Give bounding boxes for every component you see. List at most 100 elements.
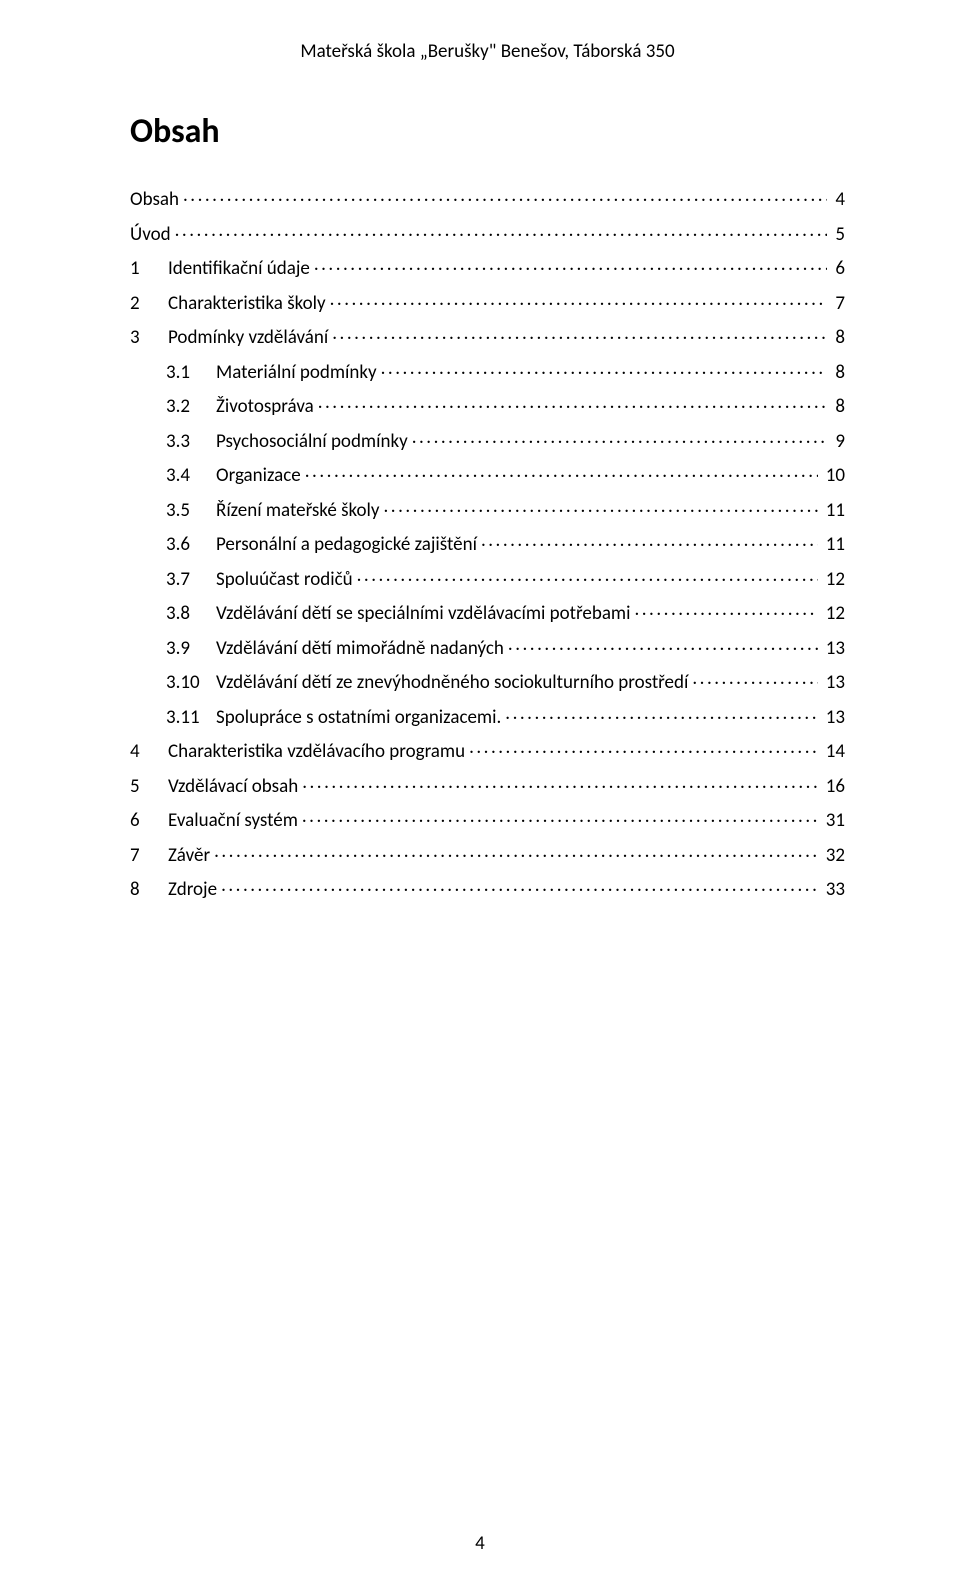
toc-entry-page: 11 xyxy=(822,501,845,520)
toc-entry: 3.5Řízení mateřské školy 11 xyxy=(130,497,845,520)
toc-entry-number: 8 xyxy=(130,880,168,899)
toc-entry-label: Psychosociální podmínky xyxy=(216,432,408,451)
toc-entry-page: 7 xyxy=(831,294,845,313)
toc-leader-dots xyxy=(469,738,818,757)
toc-entry-number: 3 xyxy=(130,328,168,347)
toc-entry: 5Vzdělávací obsah 16 xyxy=(130,773,845,796)
toc-entry-label: Životospráva xyxy=(216,397,314,416)
toc-entry-label: Charakteristika vzdělávacího programu xyxy=(168,742,465,761)
toc-entry-number: 6 xyxy=(130,811,168,830)
toc-entry-number: 3.4 xyxy=(166,466,216,485)
toc-entry-label: Personální a pedagogické zajištění xyxy=(216,535,477,554)
toc-leader-dots xyxy=(318,393,828,412)
toc-entry-label: Řízení mateřské školy xyxy=(216,501,379,520)
toc-entry-number: 3.7 xyxy=(166,570,216,589)
toc-entry: 3.8Vzdělávání dětí se speciálními vzdělá… xyxy=(130,600,845,623)
toc-entry-number: 1 xyxy=(130,259,168,278)
toc-entry-label: Vzdělávání dětí se speciálními vzdělávac… xyxy=(216,604,630,623)
toc-entry: 4Charakteristika vzdělávacího programu14 xyxy=(130,738,845,761)
toc-leader-dots xyxy=(481,531,818,550)
toc-entry-number: 3.11 xyxy=(166,708,216,727)
toc-entry-page: 6 xyxy=(831,259,845,278)
toc-entry-number: 3.5 xyxy=(166,501,216,520)
document-page: Mateřská škola „Berušky" Benešov, Tábors… xyxy=(0,0,960,1595)
toc-entry-page: 12 xyxy=(822,604,845,623)
toc-entry-label: Spolupráce s ostatními organizacemi. xyxy=(216,708,501,727)
toc-entry: 7Závěr32 xyxy=(130,842,845,865)
toc-leader-dots xyxy=(314,255,828,274)
toc-entry-number: 5 xyxy=(130,777,168,796)
toc-entry-page: 13 xyxy=(822,673,845,692)
toc-entry-page: 9 xyxy=(831,432,845,451)
toc-entry-label: Vzdělávací obsah xyxy=(168,777,298,796)
toc-entry-number: 3.2 xyxy=(166,397,216,416)
toc-entry-page: 33 xyxy=(822,880,845,899)
page-title: Obsah xyxy=(130,111,845,152)
toc-entry: Úvod 5 xyxy=(130,221,845,244)
toc-entry: 3.3Psychosociální podmínky 9 xyxy=(130,428,845,451)
toc-leader-dots xyxy=(508,635,818,654)
toc-entry: 3.4Organizace10 xyxy=(130,462,845,485)
toc-entry-page: 4 xyxy=(831,190,845,209)
toc-entry-page: 13 xyxy=(822,708,845,727)
toc-leader-dots xyxy=(381,359,828,378)
toc-entry-page: 13 xyxy=(822,639,845,658)
toc-entry: 8Zdroje 33 xyxy=(130,876,845,899)
toc-entry-page: 10 xyxy=(822,466,845,485)
toc-entry-number: 4 xyxy=(130,742,168,761)
toc-entry-number: 3.10 xyxy=(166,673,216,692)
toc-entry-number: 3.9 xyxy=(166,639,216,658)
toc-leader-dots xyxy=(305,462,818,481)
toc-leader-dots xyxy=(302,807,818,826)
toc-entry: 1Identifikační údaje 6 xyxy=(130,255,845,278)
toc-entry-label: Obsah xyxy=(130,190,179,209)
toc-entry-label: Podmínky vzdělávání xyxy=(168,328,328,347)
toc-entry-label: Závěr xyxy=(168,846,210,865)
toc-leader-dots xyxy=(332,324,827,343)
toc-entry-page: 32 xyxy=(822,846,845,865)
toc-entry: 3.11Spolupráce s ostatními organizacemi.… xyxy=(130,704,845,727)
page-number: 4 xyxy=(0,1532,960,1555)
toc-leader-dots xyxy=(357,566,818,585)
toc-leader-dots xyxy=(214,842,818,861)
toc-entry-label: Spoluúčast rodičů xyxy=(216,570,353,589)
toc-leader-dots xyxy=(634,600,817,619)
toc-entry-number: 2 xyxy=(130,294,168,313)
toc-entry: 3Podmínky vzdělávání 8 xyxy=(130,324,845,347)
toc-entry-number: 3.6 xyxy=(166,535,216,554)
toc-entry-label: Charakteristika školy xyxy=(168,294,326,313)
toc-entry: 6Evaluační systém 31 xyxy=(130,807,845,830)
toc-leader-dots xyxy=(330,290,828,309)
running-header: Mateřská škola „Berušky" Benešov, Tábors… xyxy=(130,40,845,63)
toc-entry-label: Materiální podmínky xyxy=(216,363,377,382)
toc-leader-dots xyxy=(221,876,818,895)
toc-entry-label: Úvod xyxy=(130,225,171,244)
toc-entry-page: 5 xyxy=(831,225,845,244)
toc-entry-page: 16 xyxy=(822,777,845,796)
toc-entry: 3.1Materiální podmínky8 xyxy=(130,359,845,382)
toc-entry: 3.9Vzdělávání dětí mimořádně nadaných13 xyxy=(130,635,845,658)
toc-entry-label: Evaluační systém xyxy=(168,811,298,830)
toc-entry-label: Identifikační údaje xyxy=(168,259,310,278)
toc-entry-page: 8 xyxy=(831,397,845,416)
toc-leader-dots xyxy=(302,773,818,792)
toc-entry-number: 3.3 xyxy=(166,432,216,451)
toc-leader-dots xyxy=(175,221,828,240)
toc-entry-page: 12 xyxy=(822,570,845,589)
toc-entry: 3.2Životospráva 8 xyxy=(130,393,845,416)
toc-entry-page: 31 xyxy=(822,811,845,830)
toc-leader-dots xyxy=(383,497,817,516)
toc-entry: Obsah 4 xyxy=(130,186,845,209)
toc-entry: 3.7Spoluúčast rodičů 12 xyxy=(130,566,845,589)
toc-entry: 3.6Personální a pedagogické zajištění11 xyxy=(130,531,845,554)
toc-entry-label: Zdroje xyxy=(168,880,217,899)
table-of-contents: Obsah4Úvod51Identifikační údaje62Charakt… xyxy=(130,186,845,899)
toc-entry-label: Vzdělávání dětí ze znevýhodněného sociok… xyxy=(216,673,688,692)
toc-entry: 2Charakteristika školy 7 xyxy=(130,290,845,313)
toc-entry: 3.10Vzdělávání dětí ze znevýhodněného so… xyxy=(130,669,845,692)
toc-entry-number: 3.8 xyxy=(166,604,216,623)
toc-leader-dots xyxy=(412,428,828,447)
toc-entry-page: 8 xyxy=(831,328,845,347)
toc-leader-dots xyxy=(505,704,817,723)
toc-entry-number: 3.1 xyxy=(166,363,216,382)
